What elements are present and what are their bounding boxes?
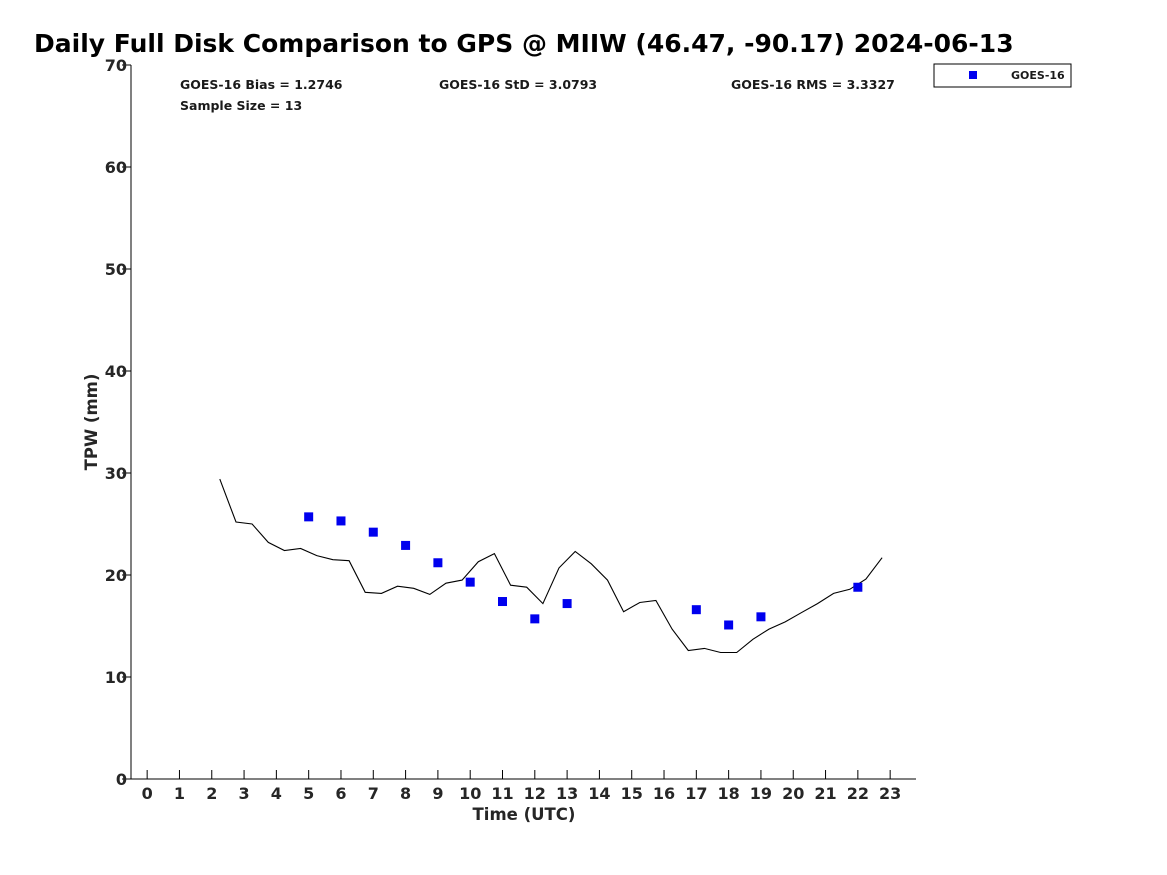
sample-size-annotation: Sample Size = 13 — [180, 98, 302, 113]
legend-marker-goes16 — [969, 71, 977, 79]
goes16-point — [368, 527, 378, 537]
legend: GOES-16 — [933, 63, 1072, 88]
y-ticks: 0 10 20 30 40 50 60 70 — [105, 56, 131, 789]
rms-annotation: GOES-16 RMS = 3.3327 — [731, 77, 895, 92]
x-tick-label: 8 — [400, 784, 411, 803]
goes16-point — [691, 605, 701, 615]
goes16-point — [465, 577, 475, 587]
x-tick-label: 11 — [491, 784, 513, 803]
y-axis-label: TPW (mm) — [82, 374, 101, 471]
goes16-point — [433, 558, 443, 568]
x-tick-label: 20 — [782, 784, 804, 803]
x-tick-label: 6 — [335, 784, 346, 803]
goes16-point — [530, 614, 540, 624]
x-tick-label: 13 — [556, 784, 578, 803]
goes16-point — [853, 582, 863, 592]
x-tick-label: 0 — [142, 784, 153, 803]
x-tick-label: 17 — [685, 784, 707, 803]
x-tick-label: 3 — [238, 784, 249, 803]
x-ticks: 0 1 2 3 4 5 6 7 8 9 10 11 12 13 14 15 16 17 18 19 20 21 22 23 — [142, 770, 901, 803]
x-tick-label: 22 — [847, 784, 869, 803]
y-tick-label: 10 — [105, 668, 127, 687]
legend-label-goes16: GOES-16 — [1011, 69, 1065, 82]
x-tick-label: 9 — [432, 784, 443, 803]
goes16-point — [562, 599, 572, 609]
x-tick-label: 18 — [718, 784, 740, 803]
x-tick-label: 12 — [524, 784, 546, 803]
x-tick-label: 21 — [814, 784, 836, 803]
legend-box — [933, 63, 1072, 88]
x-axis-label: Time (UTC) — [473, 805, 576, 824]
y-tick-label: 40 — [105, 362, 127, 381]
x-tick-label: 2 — [206, 784, 217, 803]
x-tick-label: 16 — [653, 784, 675, 803]
x-tick-label: 5 — [303, 784, 314, 803]
std-annotation: GOES-16 StD = 3.0793 — [439, 77, 597, 92]
goes16-point — [498, 597, 508, 607]
goes16-point — [304, 512, 314, 522]
bias-annotation: GOES-16 Bias = 1.2746 — [180, 77, 343, 92]
y-tick-label: 50 — [105, 260, 127, 279]
x-tick-label: 10 — [459, 784, 481, 803]
x-tick-label: 14 — [588, 784, 610, 803]
gps-tpw-line — [219, 478, 883, 654]
y-tick-label: 20 — [105, 566, 127, 585]
goes16-point — [724, 620, 734, 630]
goes16-scatter-series — [304, 512, 863, 630]
y-tick-label: 60 — [105, 158, 127, 177]
y-tick-label: 70 — [105, 56, 127, 75]
chart-title: Daily Full Disk Comparison to GPS @ MIIW… — [34, 29, 1014, 58]
y-tick-label: 30 — [105, 464, 127, 483]
goes16-point — [756, 612, 766, 622]
y-tick-label: 0 — [116, 770, 127, 789]
goes16-point — [336, 516, 346, 526]
gps-line-series — [219, 478, 883, 654]
goes16-point — [401, 540, 411, 550]
x-tick-label: 19 — [750, 784, 772, 803]
x-tick-label: 1 — [174, 784, 185, 803]
x-tick-label: 4 — [271, 784, 282, 803]
x-tick-label: 15 — [621, 784, 643, 803]
x-tick-label: 7 — [368, 784, 379, 803]
x-tick-label: 23 — [879, 784, 901, 803]
